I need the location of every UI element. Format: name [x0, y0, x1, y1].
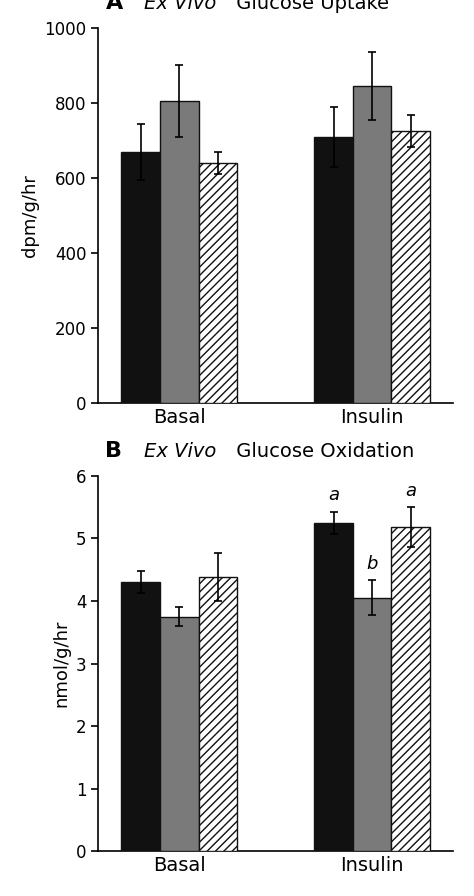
Bar — [314, 522, 353, 851]
Bar — [160, 101, 199, 403]
Bar — [121, 582, 160, 851]
Text: b: b — [366, 555, 378, 573]
Text: A: A — [105, 0, 123, 13]
Text: a: a — [405, 482, 416, 500]
Bar — [353, 598, 392, 851]
Bar — [314, 137, 353, 403]
Bar — [392, 527, 430, 851]
Text: Ex Vivo: Ex Vivo — [145, 442, 217, 461]
Text: Ex Vivo: Ex Vivo — [145, 0, 217, 13]
Y-axis label: nmol/g/hr: nmol/g/hr — [52, 620, 70, 707]
Bar — [199, 163, 237, 403]
Text: B: B — [105, 441, 122, 461]
Bar — [392, 131, 430, 403]
Bar — [199, 577, 237, 851]
Text: Glucose Uptake: Glucose Uptake — [229, 0, 389, 13]
Y-axis label: dpm/g/hr: dpm/g/hr — [21, 174, 39, 257]
Bar — [121, 151, 160, 403]
Text: a: a — [328, 486, 339, 504]
Bar — [160, 616, 199, 851]
Bar — [353, 86, 392, 403]
Text: Glucose Oxidation: Glucose Oxidation — [229, 442, 414, 461]
